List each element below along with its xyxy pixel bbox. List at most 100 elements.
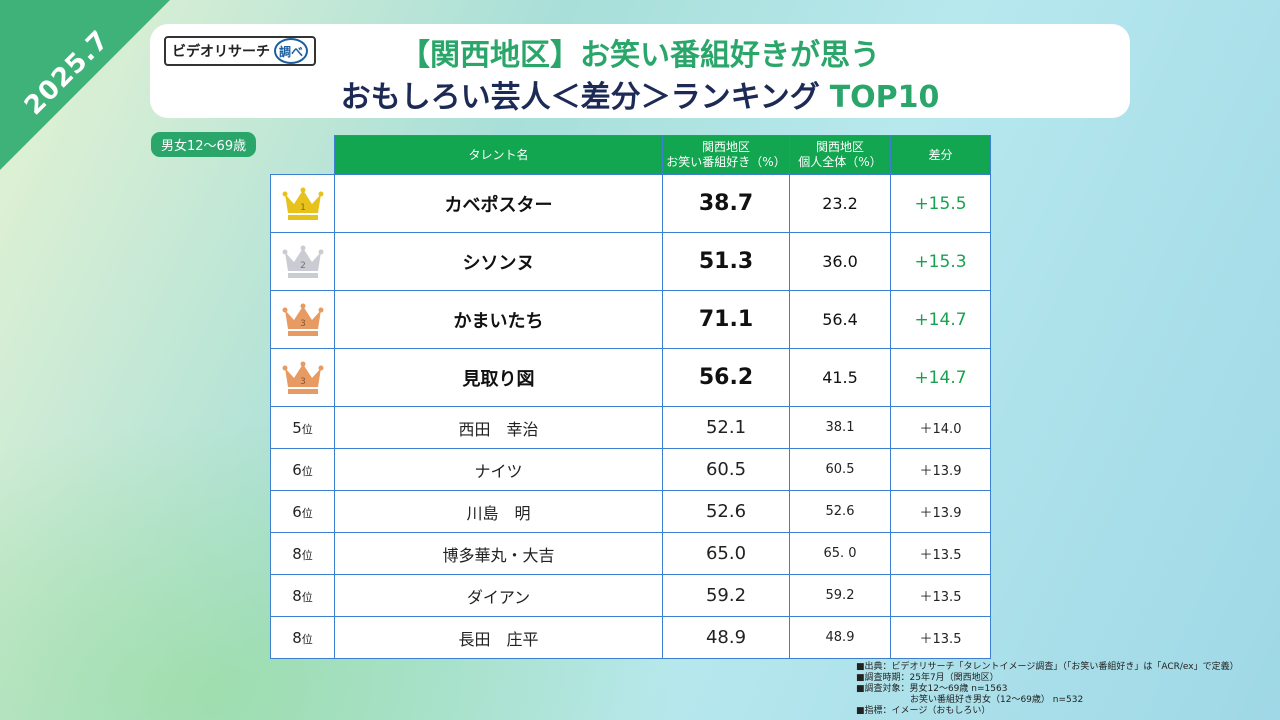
page-title-line2: おもしろい芸人＜差分＞ランキング TOP10 bbox=[150, 72, 1130, 116]
talent-name: ダイアン bbox=[334, 574, 663, 617]
talent-name: 見取り図 bbox=[334, 348, 663, 407]
date-corner-ribbon bbox=[0, 0, 170, 170]
rank-suffix: 位 bbox=[301, 422, 313, 436]
table-row: 5位 西田 幸治 52.1 38.1 ＋14.0 bbox=[270, 406, 991, 449]
rank-cell: 2 bbox=[270, 232, 335, 291]
footnote-line: ■調査対象：男女12～69歳 n=1563 bbox=[856, 684, 1008, 694]
talent-name: カベポスター bbox=[334, 174, 663, 233]
fan-rate: 59.2 bbox=[662, 574, 790, 617]
rank-cell: 6位 bbox=[270, 490, 335, 533]
fan-rate: 38.7 bbox=[662, 174, 790, 233]
page-title-line1: 【関西地区】お笑い番組好きが思う bbox=[400, 38, 880, 73]
all-rate: 52.6 bbox=[789, 490, 891, 533]
page-title-top10: TOP10 bbox=[829, 80, 940, 115]
footnote-line: ■指標：イメージ（おもしろい） bbox=[856, 706, 991, 716]
table-row: 6位 川島 明 52.6 52.6 ＋13.9 bbox=[270, 490, 991, 533]
rank-suffix: 位 bbox=[301, 464, 313, 478]
audience-filter-badge: 男女12～69歳 bbox=[151, 132, 257, 157]
rank-cell: 3 bbox=[270, 290, 335, 349]
crown-rank-number: 3 bbox=[300, 377, 306, 387]
diff-value: ＋13.9 bbox=[890, 448, 991, 491]
talent-name: シソンヌ bbox=[334, 232, 663, 291]
rank-cell: 5位 bbox=[270, 406, 335, 449]
diff-value: +15.5 bbox=[890, 174, 991, 233]
talent-name: 長田 庄平 bbox=[334, 616, 663, 659]
talent-name: ナイツ bbox=[334, 448, 663, 491]
diff-value: ＋13.5 bbox=[890, 532, 991, 575]
fan-rate: 65.0 bbox=[662, 532, 790, 575]
rank-cell: 8位 bbox=[270, 616, 335, 659]
rank-number: 6 bbox=[292, 460, 302, 479]
header-talent-name: タレント名 bbox=[334, 135, 663, 175]
table-row: 6位 ナイツ 60.5 60.5 ＋13.9 bbox=[270, 448, 991, 491]
all-rate: 38.1 bbox=[789, 406, 891, 449]
rank-cell: 3 bbox=[270, 348, 335, 407]
all-rate: 36.0 bbox=[789, 232, 891, 291]
fan-rate: 56.2 bbox=[662, 348, 790, 407]
all-rate: 56.4 bbox=[789, 290, 891, 349]
title-panel: ビデオリサーチ 調べ 【関西地区】お笑い番組好きが思う おもしろい芸人＜差分＞ラ… bbox=[150, 24, 1130, 118]
rank-suffix: 位 bbox=[301, 548, 313, 562]
fan-rate: 48.9 bbox=[662, 616, 790, 659]
header-all-line1: 関西地区 bbox=[815, 140, 864, 154]
all-rate: 48.9 bbox=[789, 616, 891, 659]
page-title-main: おもしろい芸人＜差分＞ランキング bbox=[340, 80, 820, 115]
crown-rank-number: 3 bbox=[300, 319, 306, 329]
header-all-rate: 関西地区 個人全体（%） bbox=[789, 135, 891, 175]
table-row: 8位 博多華丸・大吉 65.0 65. 0 ＋13.5 bbox=[270, 532, 991, 575]
all-rate: 41.5 bbox=[789, 348, 891, 407]
rank-suffix: 位 bbox=[301, 590, 313, 604]
fan-rate: 52.6 bbox=[662, 490, 790, 533]
all-rate: 23.2 bbox=[789, 174, 891, 233]
crown-rank-number: 1 bbox=[300, 203, 306, 213]
table-header-row: タレント名 関西地区 お笑い番組好き（%） 関西地区 個人全体（%） 差分 bbox=[271, 135, 991, 175]
rank-suffix: 位 bbox=[301, 632, 313, 646]
rank-number: 8 bbox=[292, 628, 302, 647]
brand-logo-text: ビデオリサーチ bbox=[172, 44, 270, 60]
talent-name: 西田 幸治 bbox=[334, 406, 663, 449]
diff-value: +14.7 bbox=[890, 290, 991, 349]
rank-cell: 6位 bbox=[270, 448, 335, 491]
header-all-line2: 個人全体（%） bbox=[798, 155, 882, 169]
diff-value: +14.7 bbox=[890, 348, 991, 407]
footnote-line: お笑い番組好き男女（12～69歳） n=532 bbox=[856, 695, 1084, 705]
rank-number: 5 bbox=[292, 418, 302, 437]
header-fan-line2: お笑い番組好き（%） bbox=[666, 155, 786, 169]
rank-cell: 1 bbox=[270, 174, 335, 233]
ranking-table: タレント名 関西地区 お笑い番組好き（%） 関西地区 個人全体（%） 差分 1 カ… bbox=[270, 135, 991, 659]
header-fan-rate: 関西地区 お笑い番組好き（%） bbox=[662, 135, 790, 175]
all-rate: 65. 0 bbox=[789, 532, 891, 575]
footnotes: ■出典：ビデオリサーチ「タレントイメージ調査」（「お笑い番組好き」は「ACR/e… bbox=[856, 662, 1239, 717]
fan-rate: 52.1 bbox=[662, 406, 790, 449]
diff-value: ＋13.5 bbox=[890, 574, 991, 617]
footnote-line: ■調査時期：25年7月（関西地区） bbox=[856, 673, 999, 683]
crown-icon: 1 bbox=[282, 187, 323, 220]
crown-icon: 2 bbox=[282, 245, 323, 278]
footnote-line: ■出典：ビデオリサーチ「タレントイメージ調査」（「お笑い番組好き」は「ACR/e… bbox=[856, 662, 1239, 672]
table-row: 1 カベポスター 38.7 23.2 +15.5 bbox=[270, 174, 991, 233]
fan-rate: 51.3 bbox=[662, 232, 790, 291]
crown-rank-number: 2 bbox=[300, 261, 306, 271]
talent-name: かまいたち bbox=[334, 290, 663, 349]
table-body: 1 カベポスター 38.7 23.2 +15.5 2 シソンヌ 51.3 36.0 +15.3 3 か… bbox=[270, 174, 991, 659]
all-rate: 59.2 bbox=[789, 574, 891, 617]
talent-name: 川島 明 bbox=[334, 490, 663, 533]
diff-value: ＋14.0 bbox=[890, 406, 991, 449]
rank-suffix: 位 bbox=[301, 506, 313, 520]
rank-number: 6 bbox=[292, 502, 302, 521]
table-row: 8位 長田 庄平 48.9 48.9 ＋13.5 bbox=[270, 616, 991, 659]
brand-logo: ビデオリサーチ 調べ bbox=[164, 36, 316, 66]
fan-rate: 71.1 bbox=[662, 290, 790, 349]
diff-value: +15.3 bbox=[890, 232, 991, 291]
header-fan-line1: 関西地区 bbox=[701, 140, 750, 154]
table-row: 2 シソンヌ 51.3 36.0 +15.3 bbox=[270, 232, 991, 291]
table-row: 3 かまいたち 71.1 56.4 +14.7 bbox=[270, 290, 991, 349]
rank-number: 8 bbox=[292, 586, 302, 605]
crown-icon: 3 bbox=[282, 303, 323, 336]
header-rank-blank bbox=[271, 136, 335, 175]
rank-cell: 8位 bbox=[270, 532, 335, 575]
table-row: 8位 ダイアン 59.2 59.2 ＋13.5 bbox=[270, 574, 991, 617]
talent-name: 博多華丸・大吉 bbox=[334, 532, 663, 575]
diff-value: ＋13.9 bbox=[890, 490, 991, 533]
header-diff: 差分 bbox=[890, 135, 991, 175]
